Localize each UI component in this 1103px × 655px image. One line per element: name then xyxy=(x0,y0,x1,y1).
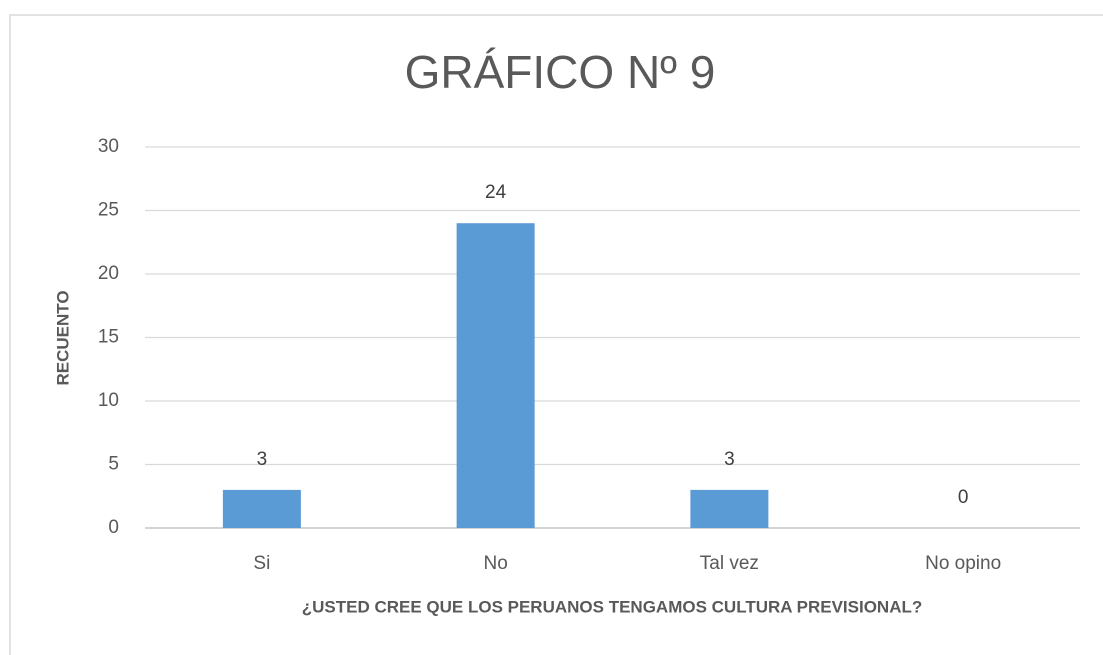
y-tick-label: 25 xyxy=(98,200,119,221)
x-tick-label: No xyxy=(483,553,507,574)
data-label: 24 xyxy=(485,182,507,203)
data-label: 0 xyxy=(958,487,969,508)
y-tick-label: 20 xyxy=(98,263,119,284)
x-tick-label: Si xyxy=(253,553,270,574)
y-tick-label: 15 xyxy=(98,327,119,348)
x-tick-label: No opino xyxy=(925,553,1001,574)
y-tick-label: 5 xyxy=(108,454,119,475)
bar xyxy=(690,489,769,528)
bar xyxy=(222,489,301,528)
chart-title: GRÁFICO Nº 9 xyxy=(405,46,716,98)
chart-frame xyxy=(9,14,1103,655)
y-tick-label: 0 xyxy=(108,517,119,538)
x-tick-label: Tal vez xyxy=(700,553,759,574)
y-axis-title: RECUENTO xyxy=(53,290,72,385)
y-tick-label: 30 xyxy=(98,136,119,157)
bar xyxy=(456,223,535,528)
data-label: 3 xyxy=(257,449,268,470)
y-tick-label: 10 xyxy=(98,390,119,411)
x-axis-title: ¿USTED CREE QUE LOS PERUANOS TENGAMOS CU… xyxy=(302,597,923,616)
data-label: 3 xyxy=(724,449,735,470)
